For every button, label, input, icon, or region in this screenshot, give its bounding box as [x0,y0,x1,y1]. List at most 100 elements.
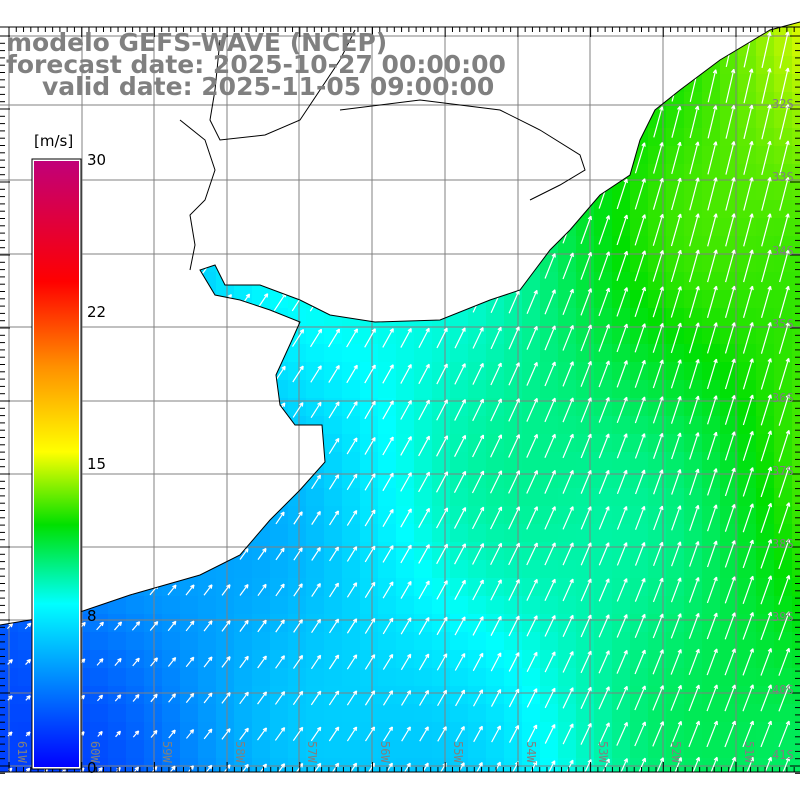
wind-arrow [634,757,646,772]
wind-cell [162,326,181,345]
wind-cell [648,488,667,507]
wind-cell [414,578,433,597]
wind-cell [288,758,307,772]
wind-arrow [688,322,700,354]
wind-cell [90,632,109,651]
wind-cell [684,110,703,129]
wind-cell [108,128,127,147]
wind-arrow [166,295,178,309]
wind-cell [774,614,793,633]
wind-cell [774,632,793,651]
wind-cell [594,686,613,705]
wind-arrow [580,215,592,245]
wind-arrow [25,695,31,701]
wind-cell [774,110,793,129]
wind-arrow [382,690,394,706]
wind-cell [540,74,559,93]
wind-cell [108,182,127,201]
wind-cell [324,344,343,363]
wind-cell [684,740,703,759]
wind-cell [540,686,559,705]
wind-cell [648,560,667,579]
wind-arrow [616,433,628,459]
wind-arrow [689,540,700,567]
wind-arrow [454,652,466,671]
wind-cell [180,128,199,147]
wind-cell [252,614,271,633]
wind-arrow [113,440,124,452]
title-forecast-date: forecast date: 2025-10-27 00:00:00 [6,50,506,79]
wind-cell [486,632,505,651]
wind-arrow [382,545,394,563]
wind-cell [126,272,145,291]
wind-cell [504,56,523,75]
wind-arrow [95,585,105,595]
wind-cell [378,218,397,237]
wind-arrow [778,574,791,605]
wind-arrow [472,434,485,458]
wind-cell [594,92,613,111]
wind-cell [342,704,361,723]
wind-cell [360,254,379,273]
wind-cell [612,578,631,597]
wind-cell [720,488,739,507]
wind-cell [774,146,793,165]
wind-arrow [598,506,610,530]
wind-cell [684,452,703,471]
wind-cell [468,344,487,363]
wind-arrow [309,183,323,204]
wind-arrow [292,365,304,383]
wind-arrow [689,105,700,139]
wind-cell [630,452,649,471]
wind-cell [468,146,487,165]
wind-cell [234,686,253,705]
wind-arrow [689,432,700,460]
wind-cell [450,488,469,507]
wind-cell [522,614,541,633]
wind-cell [234,344,253,363]
wind-arrow [131,512,142,524]
wind-arrow [239,439,249,453]
wind-cell [180,722,199,741]
wind-cell [180,614,199,633]
wind-arrow [221,620,231,632]
wind-cell [558,668,577,687]
wind-arrow [219,149,233,167]
wind-cell [342,524,361,543]
wind-arrow [508,615,520,637]
wind-arrow [220,366,232,382]
wind-cell [360,758,379,772]
wind-cell [684,308,703,327]
wind-arrow [706,322,718,354]
wind-arrow [327,255,341,276]
wind-arrow [724,612,736,640]
wind-cell [396,524,415,543]
wind-cell [630,614,649,633]
wind-cell [684,326,703,345]
wind-cell [288,254,307,273]
wind-cell [756,740,775,759]
wind-arrow [544,506,556,530]
wind-cell [198,416,217,435]
wind-cell [468,758,487,772]
wind-arrow [400,327,412,348]
wind-arrow [688,358,700,389]
wind-arrow [508,290,520,314]
wind-arrow [400,436,412,456]
wind-cell [630,326,649,345]
wind-cell [720,434,739,453]
wind-arrow [419,689,430,706]
wind-cell [504,200,523,219]
wind-cell [108,380,127,399]
wind-cell [306,758,325,772]
wind-cell [468,632,487,651]
wind-arrow [40,116,52,128]
wind-cell [378,686,397,705]
wind-arrow [400,653,412,671]
wind-cell [666,218,685,237]
wind-cell [432,182,451,201]
wind-cell [684,290,703,309]
wind-cell [594,200,613,219]
lon-label: 60W [88,741,102,763]
